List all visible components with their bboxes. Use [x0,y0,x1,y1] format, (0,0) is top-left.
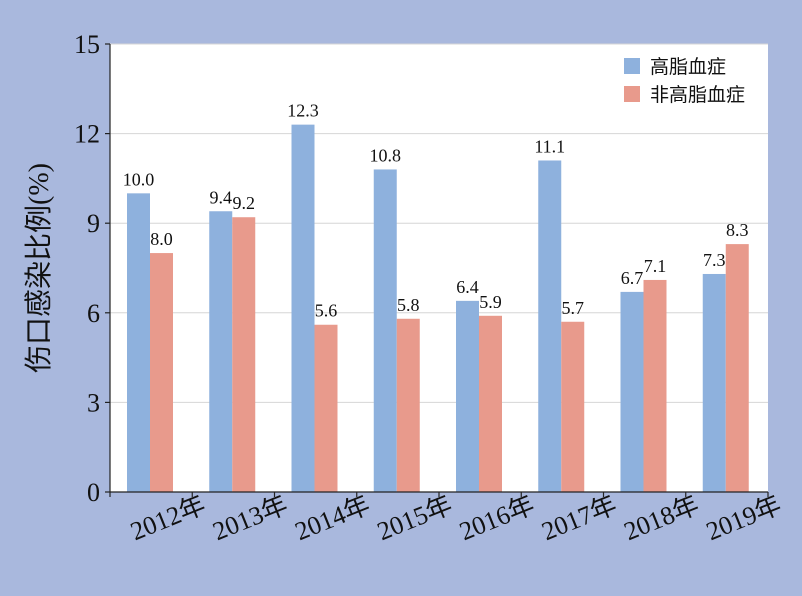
data-label: 8.0 [150,229,173,249]
bar-hyperlipidemia [456,300,479,492]
bar-non-hyperlipidemia [396,318,420,492]
legend-label: 非高脂血症 [650,84,745,106]
y-axis-label: 伤口感染比例(%) [23,163,55,373]
x-tick-label: 2014年 [291,490,374,546]
y-tick-label: 15 [74,30,100,59]
bar-non-hyperlipidemia [314,324,338,492]
data-label: 10.0 [123,169,155,189]
legend-label: 高脂血症 [650,56,726,78]
x-tick-label: 2018年 [620,490,703,546]
bar-hyperlipidemia [373,169,397,492]
y-tick-label: 6 [87,299,100,328]
bar-hyperlipidemia [702,273,726,492]
data-label: 10.8 [370,145,402,165]
bar-non-hyperlipidemia [479,315,502,492]
bar-hyperlipidemia [291,124,315,492]
bars [127,124,749,493]
bar-non-hyperlipidemia [150,253,173,492]
data-label: 5.8 [397,295,420,315]
x-tick-labels: 2012年 2013年 2014年 2015年 2016年 2017年 2018年 2019年 [126,490,785,546]
bar-hyperlipidemia [127,193,150,493]
bar-hyperlipidemia [209,211,233,492]
data-label: 5.9 [479,292,502,312]
bar-non-hyperlipidemia [725,244,749,492]
data-label: 7.3 [703,250,726,270]
x-tick-label: 2017年 [538,490,621,546]
legend-swatch [624,58,640,74]
y-tick-label: 9 [87,209,100,238]
bar-non-hyperlipidemia [561,321,585,492]
data-label: 9.2 [233,193,256,213]
legend-swatch [624,86,640,102]
y-tick-label: 12 [74,120,100,149]
x-tick-label: 2015年 [373,490,456,546]
bar-hyperlipidemia [620,291,644,492]
x-tick-label: 2012年 [126,490,209,546]
data-label: 6.7 [621,268,644,288]
y-tick-labels: 0 3 6 9 12 15 [74,30,100,507]
data-label: 11.1 [534,136,565,156]
data-label: 9.4 [210,187,233,207]
axes [105,43,769,497]
data-labels: 10.0 8.0 9.4 9.2 12.3 5.6 10.8 5.8 6.45.9 11.1 5.7… [123,101,749,321]
data-label: 5.6 [315,301,338,321]
y-tick-label: 0 [87,478,100,507]
x-tick-label: 2016年 [455,490,538,546]
plot-area [110,44,768,492]
data-label: 5.7 [562,298,585,318]
data-label: 8.3 [726,220,749,240]
x-tick-label: 2013年 [209,490,292,546]
data-label: 12.3 [287,101,319,121]
bar-hyperlipidemia [538,160,562,493]
data-label: 7.1 [644,256,667,276]
bar-non-hyperlipidemia [643,279,667,492]
bar-non-hyperlipidemia [232,217,256,492]
y-tick-label: 3 [87,388,100,417]
data-label: 6.4 [456,277,479,297]
x-tick-label: 2019年 [702,490,785,546]
